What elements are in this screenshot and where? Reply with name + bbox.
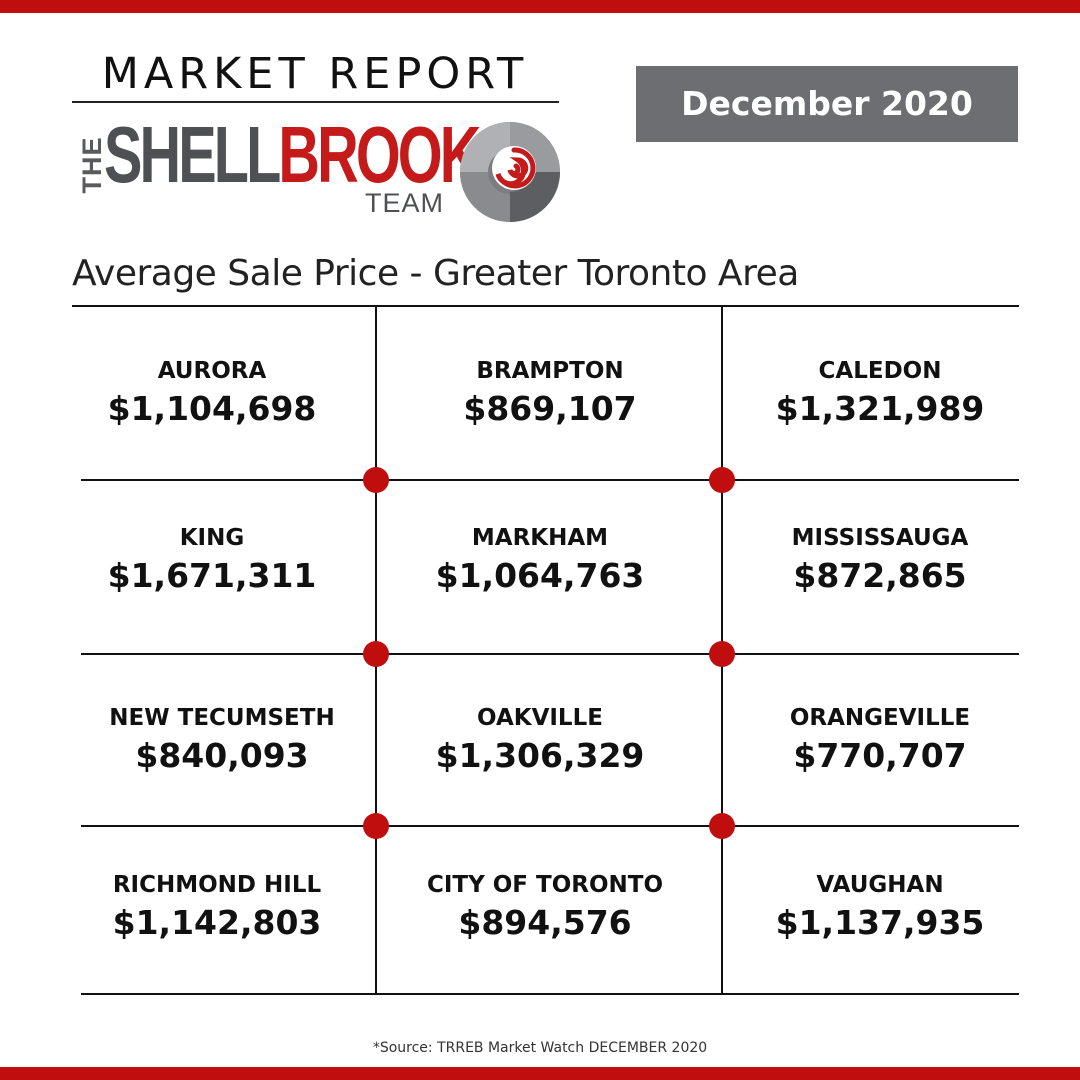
grid-dot [709,641,735,667]
cell-new-tecumseth: NEW TECUMSETH $840,093 [77,704,367,776]
top-accent-bar [0,0,1080,13]
average-price: $1,104,698 [107,389,317,428]
grid-dot [363,467,389,493]
city-name: RICHMOND HILL [112,872,322,898]
source-footnote: *Source: TRREB Market Watch DECEMBER 202… [372,1040,708,1056]
logo-wordmark: SHELLBROOK [104,110,481,199]
average-price: $894,576 [458,903,632,942]
market-report-title: MARKET REPORT [101,49,529,99]
nautilus-shell-icon [460,122,560,222]
average-price: $770,707 [793,736,967,775]
city-name: NEW TECUMSETH [109,705,335,731]
city-name: MARKHAM [471,525,609,551]
city-name: CALEDON [818,358,942,384]
grid-dot [709,467,735,493]
cell-orangeville: ORANGEVILLE $770,707 [735,704,1025,776]
cell-mississauga: MISSISSAUGA $872,865 [735,524,1025,596]
city-name: VAUGHAN [816,872,944,898]
logo-team-text: TEAM [365,188,445,218]
logo-word-dark: SHELL [104,110,281,199]
average-price: $1,064,763 [435,556,645,595]
grid-dot [363,813,389,839]
average-price: $1,671,311 [107,556,317,595]
shellbrook-team-logo: THE SHELLBROOK TEAM [72,112,572,222]
average-price: $1,306,329 [435,736,645,775]
cell-brampton: BRAMPTON $869,107 [405,357,695,429]
grid-dot [709,813,735,839]
average-price: $840,093 [135,736,309,775]
cell-oakville: OAKVILLE $1,306,329 [395,704,685,776]
city-name: BRAMPTON [476,358,624,384]
average-price: $869,107 [463,389,637,428]
bottom-accent-bar [0,1067,1080,1080]
cell-caledon: CALEDON $1,321,989 [735,357,1025,429]
average-price: $872,865 [793,556,967,595]
cell-richmond-hill: RICHMOND HILL $1,142,803 [72,871,362,943]
city-name: MISSISSAUGA [791,525,969,551]
city-name: KING [179,525,245,551]
cell-markham: MARKHAM $1,064,763 [395,524,685,596]
chart-subtitle: Average Sale Price - Greater Toronto Are… [72,253,799,294]
city-name: CITY OF TORONTO [426,872,664,898]
cell-vaughan: VAUGHAN $1,137,935 [735,871,1025,943]
logo-word-red: BROOK [278,110,481,199]
city-name: OAKVILLE [477,705,603,731]
city-name: ORANGEVILLE [789,705,971,731]
report-date-badge: December 2020 [636,66,1018,142]
cell-city-of-toronto: CITY OF TORONTO $894,576 [400,871,690,943]
title-underline [72,101,559,103]
average-price: $1,137,935 [775,903,985,942]
average-price: $1,321,989 [775,389,985,428]
average-price: $1,142,803 [112,903,322,942]
city-name: AURORA [157,358,267,384]
grid-dot [363,641,389,667]
cell-aurora: AURORA $1,104,698 [67,357,357,429]
cell-king: KING $1,671,311 [67,524,357,596]
